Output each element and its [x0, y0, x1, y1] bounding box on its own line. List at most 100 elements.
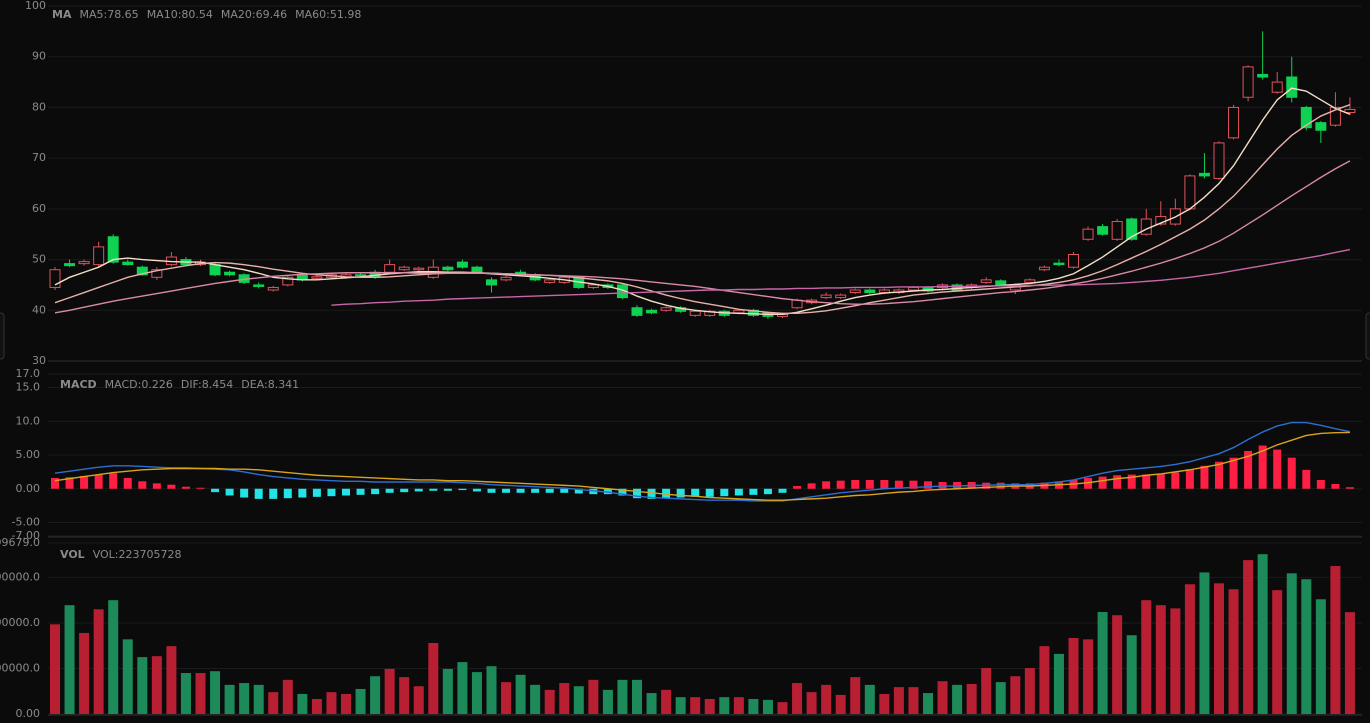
y-tick-label: 80: [32, 100, 46, 113]
macd-bar: [1171, 472, 1180, 489]
macd-bar: [836, 480, 845, 489]
volume-bar: [1068, 637, 1079, 714]
candle-body: [631, 307, 643, 316]
y-tick-label: -5.00: [12, 516, 40, 529]
macd-bar: [254, 488, 263, 499]
y-tick-label: 0000000.0: [0, 570, 40, 583]
candle-body: [1271, 81, 1283, 93]
candle-body: [1257, 73, 1269, 78]
macd-bar: [676, 488, 685, 498]
legend-entry: MA10:80.54: [147, 8, 213, 21]
macd-bar: [705, 488, 714, 497]
volume-bar: [355, 688, 366, 714]
volume-bar: [1272, 590, 1283, 714]
macd-bar: [371, 488, 380, 495]
macd-bar: [807, 483, 816, 489]
legend-entry: DIF:8.454: [181, 378, 233, 391]
macd-bar: [312, 488, 321, 497]
volume-bar: [1170, 608, 1181, 714]
legend-entry: VOL:223705728: [93, 548, 182, 561]
candle-body: [1126, 218, 1138, 240]
macd-bar: [269, 488, 278, 499]
volume-bar: [1315, 599, 1326, 714]
line-series: [54, 160, 1351, 314]
macd-bar: [1127, 474, 1136, 489]
candle-body: [1329, 106, 1341, 126]
macd-bar: [283, 488, 292, 499]
candle-body: [398, 266, 410, 271]
candle-body: [1111, 221, 1123, 240]
volume-bar: [1053, 653, 1064, 714]
line-series: [54, 421, 1351, 502]
volume-bar: [442, 668, 453, 714]
volume-bar: [661, 689, 672, 714]
macd-bar: [1345, 487, 1354, 489]
candle-body: [995, 280, 1007, 286]
macd-bar: [560, 488, 569, 493]
volume-bar: [530, 684, 541, 714]
y-tick-label: 0000000.0: [0, 616, 40, 629]
volume-bar: [486, 666, 497, 714]
volume-bar: [50, 624, 60, 714]
volume-bar: [297, 693, 308, 714]
macd-bar: [763, 488, 772, 495]
y-tick-label: 30: [32, 354, 46, 367]
macd-bar: [778, 488, 787, 493]
candle-body: [456, 261, 468, 268]
y-tick-label: 90: [32, 50, 46, 63]
line-series: [54, 431, 1350, 501]
volume-bar: [311, 698, 322, 714]
y-tick-label: -7.00: [12, 529, 40, 542]
candle-body: [500, 276, 512, 281]
macd-bar: [894, 480, 903, 489]
candle-body: [1024, 279, 1036, 283]
macd-bar: [1244, 450, 1253, 489]
macd-bar: [240, 488, 249, 498]
volume-bar: [1301, 579, 1312, 714]
side-tab[interactable]: [0, 312, 5, 360]
candle-body: [1184, 175, 1196, 210]
macd-bar: [414, 488, 423, 492]
volume-bar: [1010, 676, 1021, 714]
volume-bar: [632, 679, 642, 714]
volume-bar: [1199, 572, 1210, 714]
volume-bar: [1141, 600, 1152, 714]
candle-body: [311, 276, 323, 279]
volume-bar: [1039, 646, 1050, 714]
volume-bar: [1330, 566, 1341, 714]
macd-bar: [1287, 457, 1296, 489]
candle-body: [93, 246, 105, 266]
line-series: [331, 248, 1351, 306]
candle-body: [413, 267, 425, 271]
candle-body: [544, 279, 556, 283]
macd-bar: [1229, 457, 1238, 489]
macd-bar: [225, 488, 234, 496]
volume-bar: [850, 677, 861, 714]
macd-bar: [1185, 469, 1194, 489]
volume-bar: [93, 609, 104, 714]
volume-bar: [1344, 612, 1355, 714]
volume-bar: [806, 692, 817, 714]
macd-bar: [298, 488, 307, 498]
candle-body: [136, 266, 148, 276]
macd-bar: [152, 483, 161, 489]
volume-bar: [413, 686, 424, 714]
candle-body: [355, 274, 367, 277]
volume-bar: [1112, 615, 1123, 714]
y-tick-label: 0000000.0: [0, 661, 40, 674]
candle-body: [907, 286, 919, 291]
macd-bar: [51, 477, 59, 489]
candle-body: [1242, 66, 1254, 98]
candle-body: [64, 263, 76, 267]
volume-bar: [937, 681, 948, 714]
macd-bar: [109, 473, 118, 489]
macd-bar: [472, 488, 481, 492]
y-tick-label: 599679.0: [0, 536, 40, 549]
volume-bar: [762, 699, 773, 714]
candle-body: [122, 261, 134, 266]
candle-body: [384, 264, 396, 273]
candle-body: [1344, 108, 1356, 114]
side-tab[interactable]: [1365, 312, 1370, 360]
macd-bar: [1156, 473, 1165, 489]
candle-body: [864, 289, 876, 294]
